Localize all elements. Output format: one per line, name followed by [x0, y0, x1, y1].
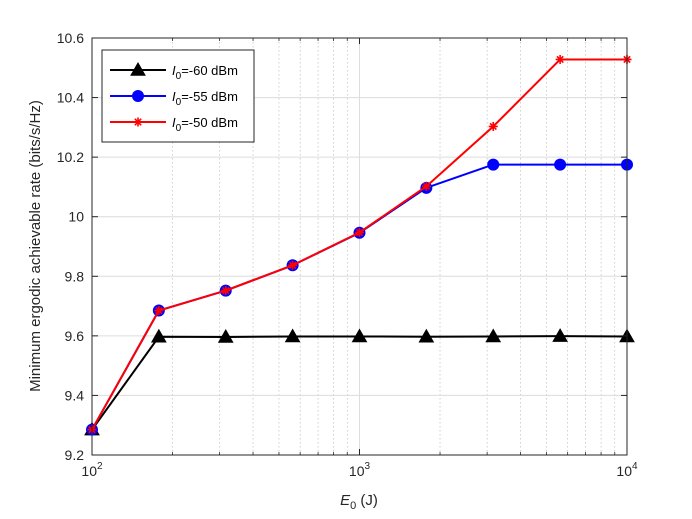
star-stroke [556, 55, 564, 64]
data-point-1 [485, 328, 502, 343]
axis-ticks [91, 37, 628, 456]
x-tick-label: 104 [616, 461, 638, 479]
legend-items: I0=-60 dBm I0=-55 dBm I0=-50 dBm [110, 61, 238, 134]
star-stroke [222, 286, 230, 295]
x-axis-label: E0 (J) [340, 492, 378, 512]
data-point-3 [221, 286, 231, 296]
grid-minor [172, 38, 616, 455]
y-tick-label: 9.6 [65, 328, 85, 344]
star-stroke [134, 118, 142, 126]
y-tick-label: 10.6 [57, 30, 84, 46]
data-point-3 [488, 121, 498, 131]
data-point-1 [418, 328, 435, 343]
star-stroke [155, 306, 163, 315]
y-tick-label: 10.2 [57, 149, 84, 165]
data-point-1 [552, 328, 568, 342]
data-point-1 [351, 328, 368, 343]
tick-labels: 102 103 104 9.2 9.4 9.6 9.8 10 10.2 10.4 10.6 [57, 30, 638, 479]
x-tick-label: 103 [349, 461, 371, 479]
y-tick-label: 9.4 [65, 387, 85, 403]
series-layer [84, 54, 635, 436]
legend-marker-1 [130, 61, 146, 76]
legend-marker-3 [133, 117, 143, 127]
y-tick-label: 9.2 [65, 447, 85, 463]
y-axis-label: Minimum ergodic achievable rate (bits/s/… [27, 100, 44, 392]
data-point-1 [284, 328, 301, 343]
y-tick-label: 10 [68, 209, 84, 225]
star-stroke [422, 182, 431, 191]
data-point-3 [288, 260, 298, 270]
data-point-1 [217, 329, 234, 343]
star-stroke [355, 228, 364, 237]
data-point-1 [150, 328, 167, 343]
y-tick-label: 10.4 [57, 90, 84, 106]
legend-label-2: I0=-55 dBm [172, 89, 238, 108]
data-point-2 [554, 158, 567, 171]
y-tick-label: 9.8 [65, 268, 85, 284]
star-stroke [489, 122, 497, 131]
data-point-3 [421, 181, 431, 191]
x-tick-label: 102 [81, 461, 103, 479]
data-point-3 [555, 54, 565, 64]
legend: I0=-60 dBm I0=-55 dBm I0=-50 dBm [101, 49, 255, 143]
legend-box [101, 49, 255, 143]
legend-label-3: I0=-50 dBm [172, 115, 238, 134]
data-point-2 [487, 158, 500, 171]
star-stroke [288, 261, 297, 269]
legend-marker-2 [132, 90, 144, 102]
legend-label-1: I0=-60 dBm [172, 63, 238, 82]
data-point-3 [154, 306, 164, 316]
data-point-3 [355, 228, 364, 238]
